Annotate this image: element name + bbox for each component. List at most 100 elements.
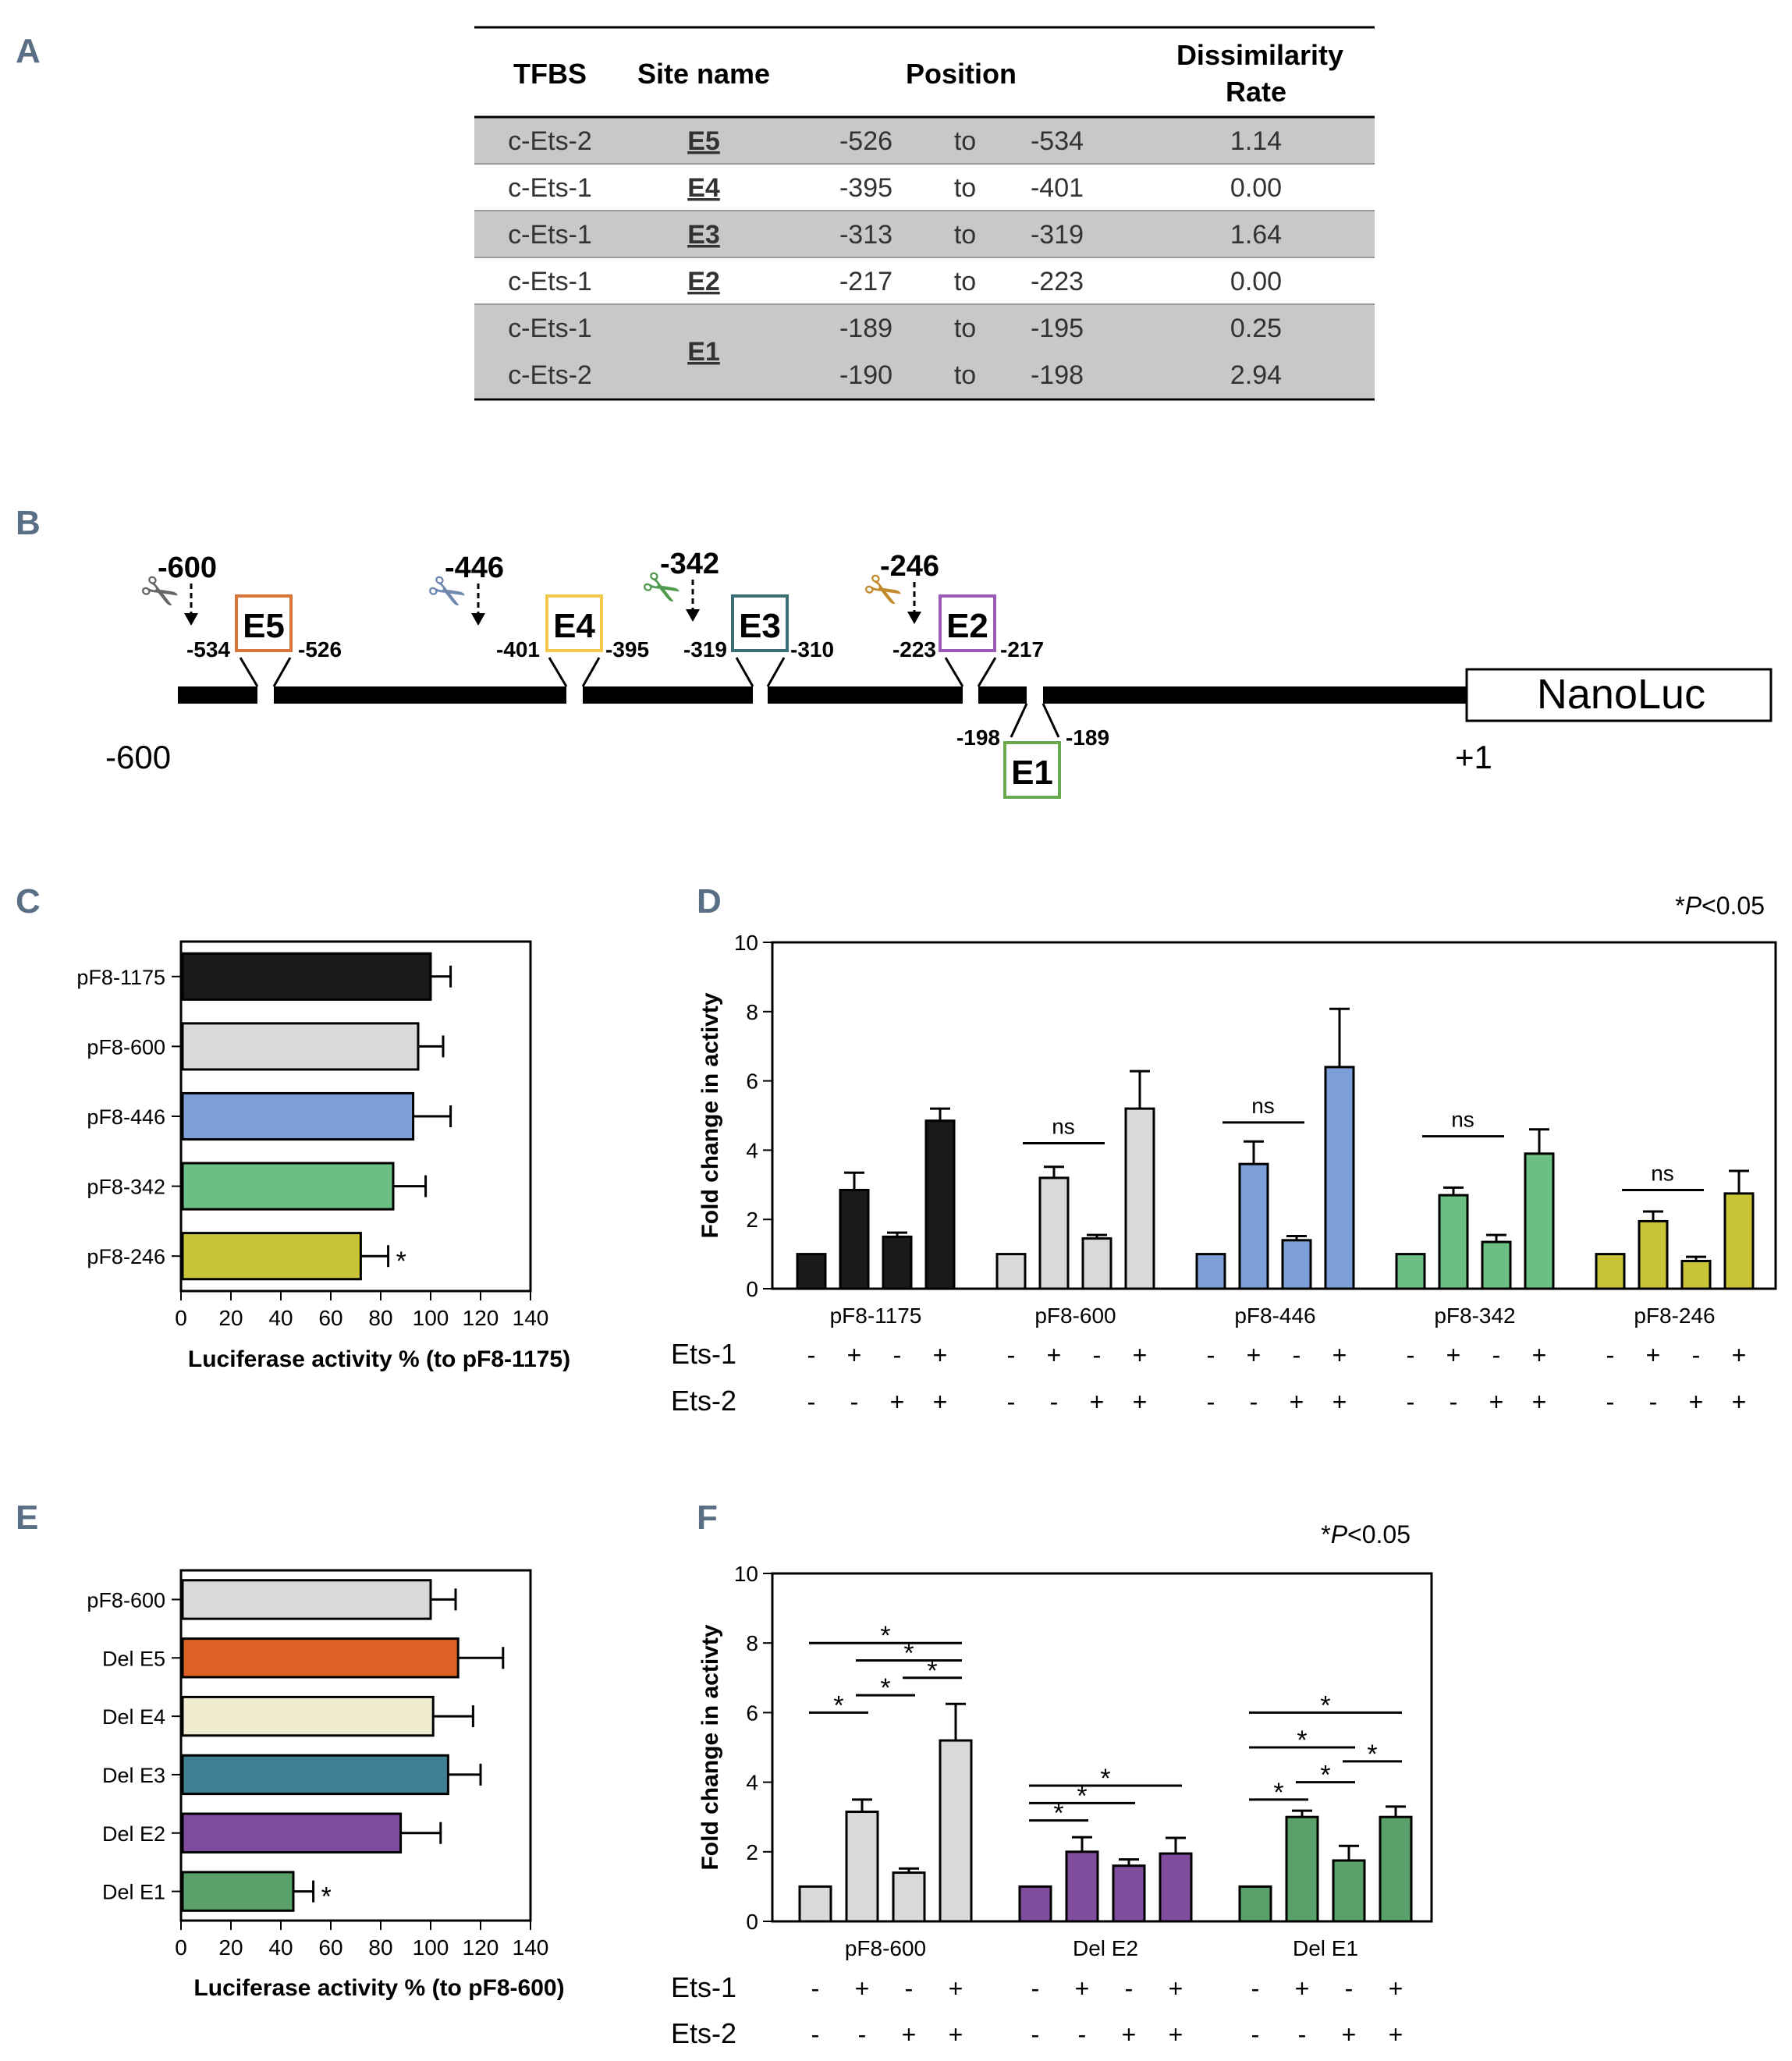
- ets1-sign: -: [1407, 1341, 1415, 1369]
- site-left-pos: -319: [683, 637, 727, 662]
- ets2-sign: -: [850, 1388, 859, 1416]
- site-bracket: [735, 657, 754, 687]
- bar: [839, 1188, 870, 1290]
- cell-to: to: [954, 173, 976, 203]
- ets2-sign: +: [1169, 2020, 1183, 2049]
- table-header-dissimilarity: Dissimilarity: [1176, 39, 1343, 71]
- bar: [924, 1119, 956, 1290]
- significance-star: *: [903, 1639, 914, 1669]
- cell-end: -195: [1031, 314, 1084, 343]
- bar: [1332, 1859, 1366, 1923]
- ets2-sign: -: [1050, 1388, 1059, 1416]
- cell-rate: 1.64: [1230, 220, 1282, 250]
- y-tick-label: 6: [746, 1701, 758, 1725]
- ets1-sign: +: [933, 1341, 948, 1369]
- site-label-e2: E2: [946, 607, 988, 645]
- group-label: pF8-342: [1434, 1304, 1515, 1328]
- ets1-sign: -: [1007, 1341, 1016, 1369]
- cell-rate: 0.25: [1230, 314, 1282, 343]
- nanoluc-label: NanoLuc: [1537, 671, 1705, 718]
- ets2-sign: +: [1133, 1388, 1148, 1416]
- bar: [181, 1022, 420, 1071]
- site-bracket: [548, 657, 568, 687]
- pvalue-p: P: [1685, 892, 1702, 920]
- x-tick-label: 100: [413, 1306, 449, 1330]
- site-e1: E1 -198 -189: [956, 703, 1109, 799]
- category-label: pF8-446: [87, 1105, 165, 1129]
- significance-star: *: [1053, 1799, 1063, 1829]
- bar: [1238, 1162, 1269, 1290]
- significance-star: *: [1320, 1761, 1330, 1790]
- bar: [181, 1091, 415, 1141]
- cut-arrowhead: [907, 612, 921, 624]
- ets2-sign: -: [807, 1388, 816, 1416]
- x-tick-label: 0: [175, 1306, 187, 1330]
- cell-tfbs: c-Ets-1: [508, 173, 592, 203]
- x-tick-label: 60: [318, 1935, 342, 1960]
- pvalue-p: P: [1331, 1520, 1348, 1548]
- y-tick-label: 4: [746, 1138, 758, 1162]
- ets1-sign: -: [905, 1974, 914, 2002]
- cell-tfbs: c-Ets-1: [508, 220, 592, 250]
- category-label: pF8-600: [87, 1035, 165, 1059]
- panel-label-c: C: [16, 882, 41, 921]
- site-right-pos: -526: [298, 637, 342, 662]
- ets1-sign: +: [1532, 1341, 1547, 1369]
- cell-from: -189: [839, 314, 892, 343]
- ets2-sign: +: [890, 1388, 905, 1416]
- ets2-sign: -: [1606, 1388, 1615, 1416]
- panel-b: B NanoLuc -600 +1 E5 -534 -526 E4: [16, 504, 1772, 799]
- site-e4: E4 -401 -395: [496, 594, 649, 687]
- significance-star: *: [1367, 1740, 1377, 1769]
- category-label: Del E4: [102, 1705, 165, 1729]
- bar: [1438, 1194, 1469, 1290]
- ets2-sign: +: [1489, 1388, 1504, 1416]
- promoter-segment: [768, 686, 963, 704]
- site-bracket: [581, 657, 601, 687]
- cut-marker: -600 ✂: [130, 552, 217, 626]
- table-shading: [474, 117, 1375, 398]
- panel-label-f: F: [697, 1499, 718, 1537]
- site-bracket: [272, 657, 292, 687]
- promoter-line: [178, 686, 1467, 704]
- site-bracket: [944, 657, 964, 687]
- bar: [1324, 1066, 1355, 1290]
- bar: [181, 1754, 449, 1796]
- site-box-e4: [545, 594, 603, 652]
- x-tick-label: 80: [368, 1935, 392, 1960]
- promoter-segment: [1043, 686, 1467, 704]
- category-label: pF8-342: [87, 1176, 165, 1199]
- cell-tfbs: c-Ets-2: [508, 126, 592, 156]
- cell-rate: 0.00: [1230, 173, 1282, 203]
- bar: [995, 1253, 1027, 1290]
- ets2-sign: +: [1732, 1388, 1747, 1416]
- ets1-sign: +: [1047, 1341, 1062, 1369]
- table-body: c-Ets-2 E5 -526 to -534 1.14 c-Ets-1 E4 -395 to -4…: [508, 126, 1282, 390]
- site-left-pos: -223: [892, 637, 936, 662]
- table-header-tfbs: TFBS: [513, 58, 587, 90]
- bar: [1524, 1152, 1555, 1290]
- bar: [1481, 1240, 1512, 1290]
- significance-star: *: [1297, 1726, 1307, 1755]
- y-tick-label: 4: [746, 1771, 758, 1795]
- table-header-position: Position: [906, 58, 1017, 90]
- site-bracket: [239, 657, 259, 687]
- cut-marker: -342 ✂: [632, 548, 719, 622]
- significance-star: *: [927, 1656, 937, 1686]
- bar: [1018, 1885, 1052, 1923]
- panel-label-a: A: [16, 32, 41, 70]
- table-row: c-Ets-1 E4 -395 to -401 0.00: [508, 173, 1282, 203]
- panel-e: E pF8-600 Del E5 Del E4 Del E3 Del E2 Del E1 *…: [16, 1499, 565, 2001]
- y-tick-label: 0: [746, 1910, 758, 1934]
- cut-marker: -246 ✂: [853, 550, 939, 624]
- ets1-sign: +: [847, 1341, 862, 1369]
- site-bracket: [977, 657, 997, 687]
- significance-star: *: [880, 1621, 890, 1651]
- site-box-e1: [1003, 741, 1061, 799]
- ets2-sign: -: [1250, 1388, 1258, 1416]
- panel-d: D *P<0.05 0 2 4 6 8 10 Fold change in activty p…: [671, 882, 1777, 1417]
- ets1-sign: -: [1345, 1974, 1354, 2002]
- cell-site: E3: [687, 220, 720, 250]
- x-tick-label: 140: [513, 1935, 549, 1960]
